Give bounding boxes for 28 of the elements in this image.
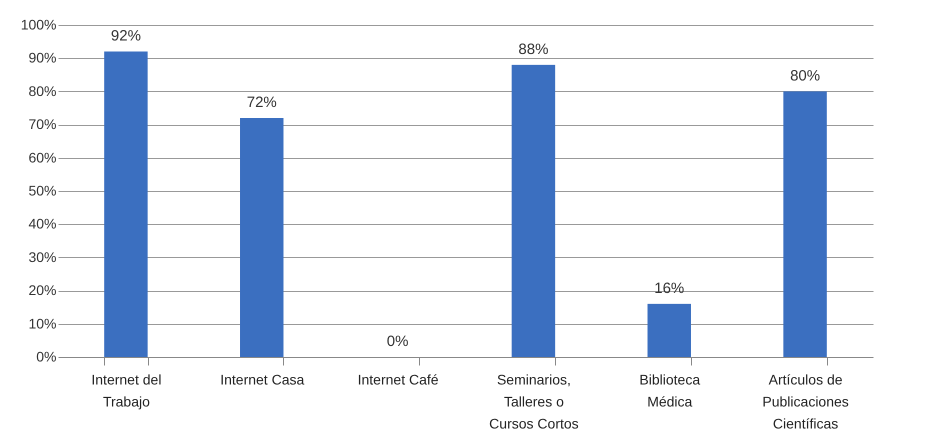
- x-tick-label: Internet Café: [358, 372, 439, 388]
- x-tick-label: Internet del Trabajo: [91, 372, 162, 410]
- bar: [240, 118, 284, 357]
- bar: [648, 304, 691, 357]
- x-tick-label: Seminarios, Talleres o Cursos Cortos: [489, 372, 579, 432]
- y-tick-label: 60%: [28, 149, 56, 166]
- data-label: 16%: [654, 280, 684, 297]
- y-tick-label: 90%: [28, 50, 56, 66]
- y-tick-label: 80%: [28, 82, 56, 99]
- y-tick-label: 100%: [20, 16, 56, 32]
- bar: [512, 64, 556, 357]
- bar: [104, 52, 148, 357]
- y-tick-label: 30%: [28, 248, 56, 265]
- x-tick-label: Artículos de Publicaciones Científicas: [762, 372, 849, 432]
- data-label: 92%: [110, 28, 141, 45]
- data-label: 0%: [386, 333, 408, 350]
- data-label: 88%: [518, 40, 548, 58]
- y-tick-label: 0%: [36, 348, 56, 364]
- y-tick-label: 20%: [28, 282, 56, 298]
- y-tick-label: 50%: [28, 182, 56, 198]
- bar: [783, 91, 827, 357]
- data-label: 80%: [790, 67, 820, 84]
- x-tick-label: Internet Casa: [220, 372, 304, 388]
- data-label: 72%: [246, 94, 277, 111]
- y-tick-label: 40%: [28, 216, 56, 232]
- x-tick-label: Biblioteca Médica: [639, 372, 700, 410]
- y-tick-label: 10%: [28, 315, 56, 332]
- y-tick-label: 70%: [28, 116, 56, 132]
